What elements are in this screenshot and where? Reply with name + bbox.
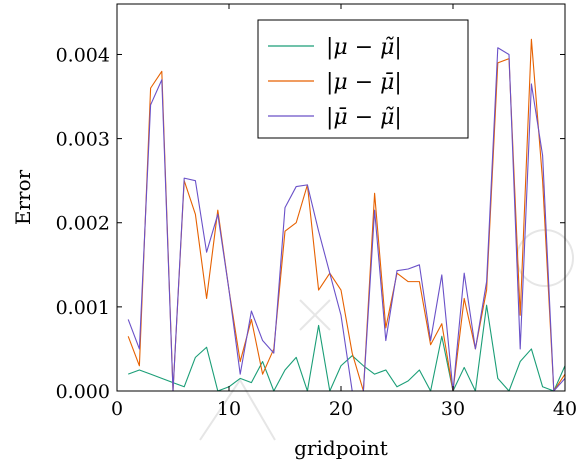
y-tick-label: 0.002 xyxy=(56,213,110,235)
series-line-2 xyxy=(127,38,566,392)
axis-ticks: 0 10 20 30 40 0.000 0.001 0.002 0.003 0.004 xyxy=(56,4,577,420)
x-tick-label: 0 xyxy=(111,398,123,420)
y-tick-label: 0.004 xyxy=(56,44,110,66)
y-tick-label: 0.003 xyxy=(56,129,110,151)
x-axis-label: gridpoint xyxy=(294,436,388,460)
y-axis-label: Error xyxy=(11,169,35,225)
legend-box xyxy=(257,19,469,139)
legend-label-3: |μ̄ − μ̃| xyxy=(326,105,402,130)
series-line-3 xyxy=(127,47,566,392)
legend: |μ − μ̃| |μ − μ̄| |μ̄ − μ̃| xyxy=(257,19,469,139)
y-tick-label: 0.001 xyxy=(56,297,110,319)
x-tick-label: 10 xyxy=(217,398,241,420)
x-tick-label: 40 xyxy=(553,398,577,420)
legend-label-1: |μ − μ̃| xyxy=(326,35,402,60)
x-tick-label: 30 xyxy=(441,398,465,420)
series-lines xyxy=(127,38,566,392)
y-tick-label: 0.000 xyxy=(56,381,110,403)
legend-label-2: |μ − μ̄| xyxy=(326,70,402,95)
series-line-1 xyxy=(128,304,566,392)
x-tick-label: 20 xyxy=(329,398,353,420)
